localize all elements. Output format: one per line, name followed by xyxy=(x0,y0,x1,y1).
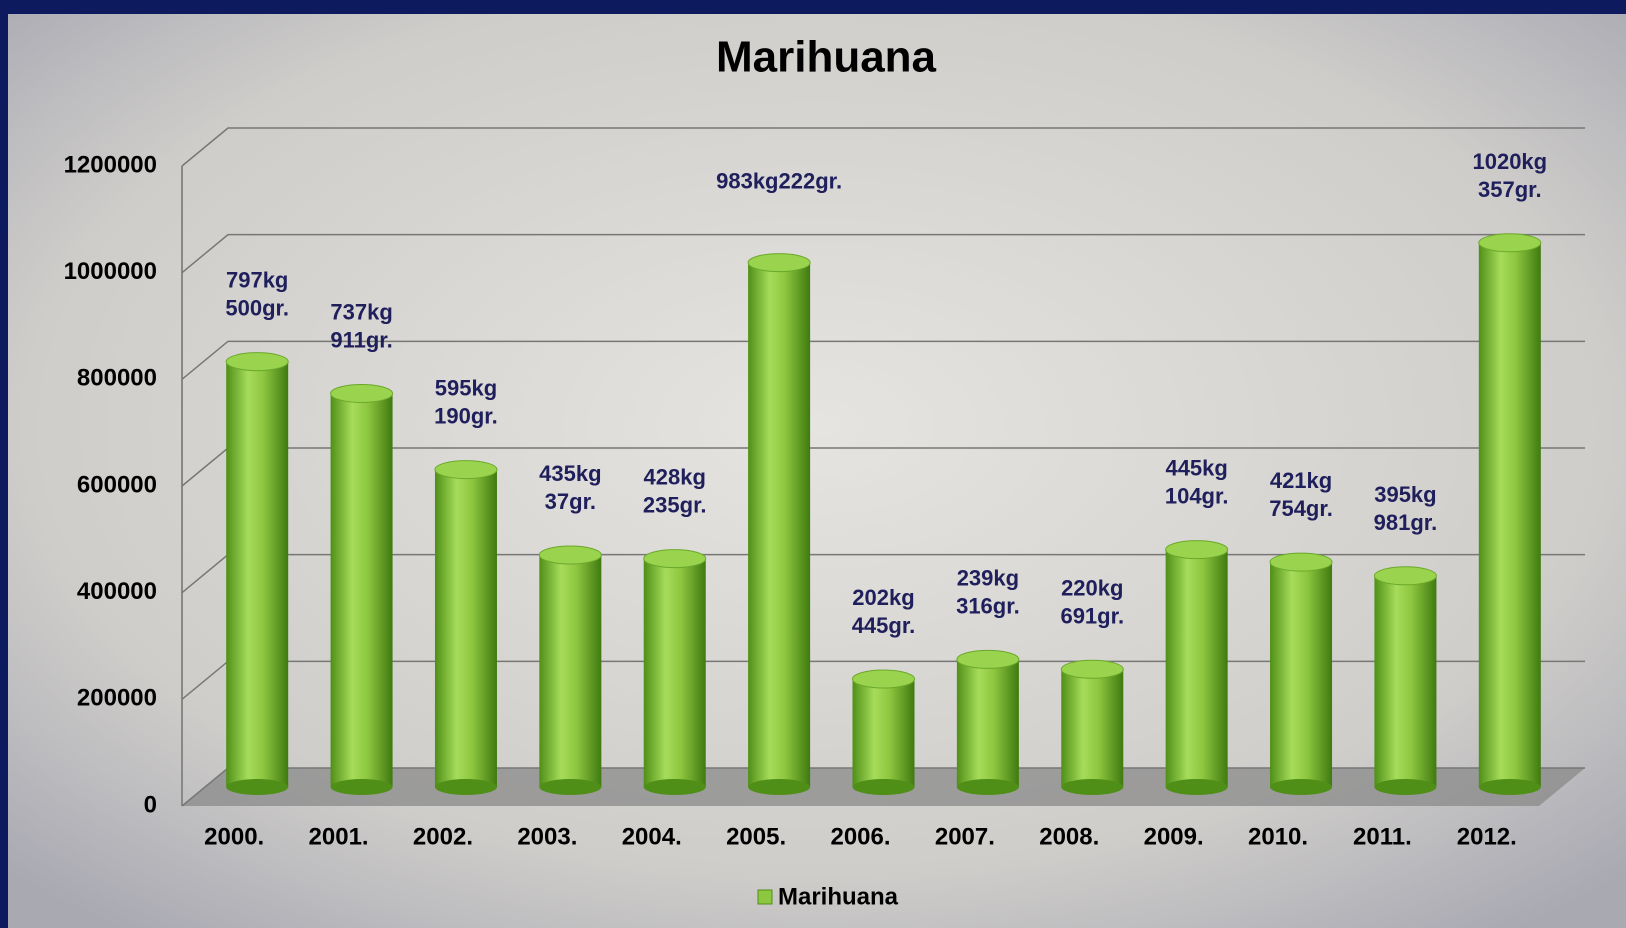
bar-top xyxy=(330,383,394,403)
bar xyxy=(1165,540,1229,795)
bar xyxy=(434,460,498,795)
y-tick-label: 1000000 xyxy=(64,258,157,285)
bar-base xyxy=(330,779,393,795)
bar-top xyxy=(538,545,602,565)
y-tick-label: 800000 xyxy=(77,365,157,392)
bar xyxy=(538,545,602,795)
x-tick-label: 2005. xyxy=(726,823,786,850)
bar-base xyxy=(539,779,602,795)
bar-body xyxy=(956,659,1019,787)
bar-body xyxy=(852,679,915,787)
bar-base xyxy=(643,779,706,795)
data-label: 1020kg 357gr. xyxy=(1472,149,1547,202)
bar xyxy=(225,352,289,795)
x-tick-label: 2000. xyxy=(204,823,264,850)
bar-body xyxy=(434,469,497,787)
bar-base xyxy=(226,779,289,795)
x-tick-label: 2003. xyxy=(517,823,577,850)
grid-line xyxy=(181,127,1585,167)
data-label: 595kg 190gr. xyxy=(434,375,498,428)
bar xyxy=(852,669,915,795)
legend-label: Marihuana xyxy=(778,883,899,910)
bar-body xyxy=(330,393,393,787)
x-tick-label: 2009. xyxy=(1144,823,1204,850)
x-tick-label: 2012. xyxy=(1457,823,1517,850)
bar xyxy=(956,649,1020,795)
bar-top xyxy=(643,549,707,569)
bar-top xyxy=(1373,566,1437,586)
bar-top xyxy=(1165,540,1229,560)
bar-base xyxy=(1270,779,1333,795)
bar-body xyxy=(226,361,289,787)
data-label: 737kg 911gr. xyxy=(330,299,392,352)
bar-top xyxy=(1478,233,1542,253)
chart-title: Marihuana xyxy=(716,33,937,82)
bar-base xyxy=(748,779,811,795)
x-tick-label: 2007. xyxy=(935,823,995,850)
y-tick-label: 1200000 xyxy=(64,151,157,178)
grid-line xyxy=(181,233,1585,274)
data-label: 220kg 691gr. xyxy=(1060,575,1124,628)
bar-body xyxy=(539,554,602,787)
bar-body xyxy=(1374,575,1437,787)
x-tick-label: 2010. xyxy=(1248,823,1308,850)
bar xyxy=(643,549,707,795)
bar-top xyxy=(1269,552,1333,572)
data-label: 797kg 500gr. xyxy=(225,267,289,320)
x-tick-label: 2002. xyxy=(413,823,473,850)
x-tick-label: 2008. xyxy=(1039,823,1099,850)
bar-base xyxy=(1165,779,1228,795)
bar xyxy=(747,253,811,795)
bar-body xyxy=(748,262,811,787)
data-label: 435kg 37gr. xyxy=(539,461,601,514)
bar-base xyxy=(852,779,915,795)
x-tick-label: 2001. xyxy=(309,823,369,850)
bar-top xyxy=(852,669,915,689)
x-tick-label: 2006. xyxy=(830,823,890,850)
y-tick-label: 200000 xyxy=(77,685,157,712)
bar-base xyxy=(1374,779,1437,795)
bar-body xyxy=(1478,242,1541,788)
bar-body xyxy=(1061,669,1124,787)
bar-top xyxy=(1060,659,1124,679)
bar-base xyxy=(434,779,497,795)
bar-body xyxy=(643,558,706,787)
bar xyxy=(1269,552,1333,795)
bar xyxy=(330,383,394,795)
bar-base xyxy=(1061,779,1124,795)
data-label: 445kg 104gr. xyxy=(1165,455,1229,508)
data-label: 428kg 235gr. xyxy=(643,464,707,517)
y-tick-label: 400000 xyxy=(77,578,157,605)
data-label: 983kg222gr. xyxy=(716,168,842,193)
bar-top xyxy=(225,352,289,372)
bar xyxy=(1478,233,1542,795)
bar xyxy=(1060,659,1124,795)
bar-top xyxy=(747,253,811,273)
data-label: 239kg 316gr. xyxy=(956,565,1020,618)
bar-base xyxy=(1478,779,1541,795)
bar-base xyxy=(956,779,1019,795)
y-tick-label: 600000 xyxy=(77,471,157,498)
data-label: 202kg 445gr. xyxy=(852,585,916,638)
y-tick-label: 0 xyxy=(144,791,157,818)
x-tick-label: 2004. xyxy=(622,823,682,850)
bar-body xyxy=(1270,562,1333,787)
grid-line xyxy=(181,340,1585,380)
x-tick-label: 2011. xyxy=(1353,823,1412,850)
data-label: 395kg 981gr. xyxy=(1374,482,1438,535)
data-label: 421kg 754gr. xyxy=(1269,468,1333,521)
bar xyxy=(1373,566,1437,795)
bar-body xyxy=(1165,549,1228,787)
bar-top xyxy=(434,460,498,480)
bar-top xyxy=(956,649,1020,669)
legend-swatch xyxy=(757,889,773,905)
